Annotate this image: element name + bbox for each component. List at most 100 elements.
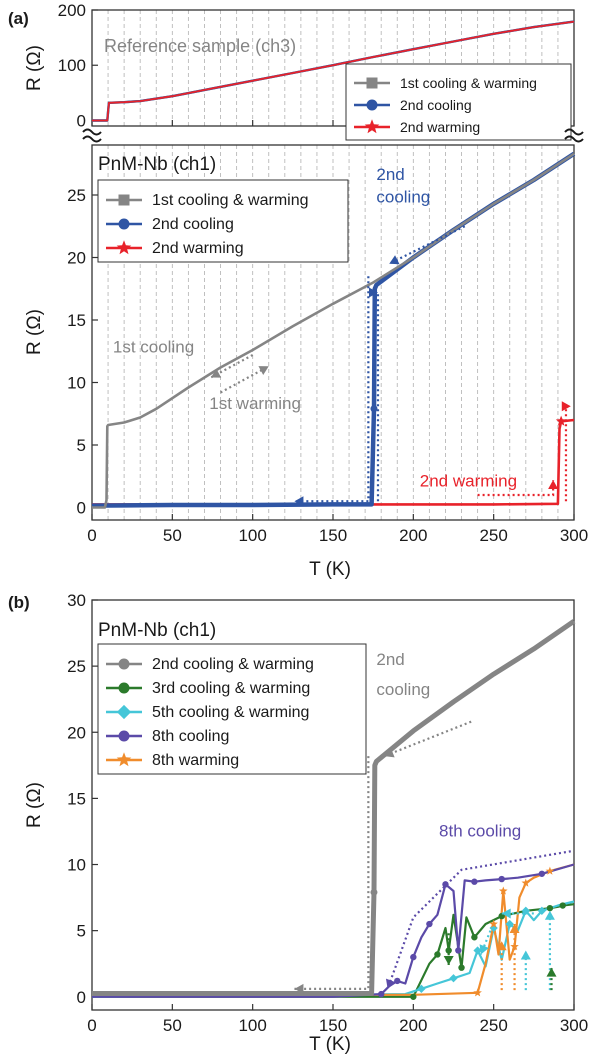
series-line <box>92 20 575 122</box>
series-line <box>92 863 575 996</box>
arrow-head <box>294 496 304 507</box>
arrow-head <box>501 908 511 919</box>
y-tick-label: 20 <box>67 249 86 268</box>
annotation: cooling <box>376 188 430 207</box>
y-tick-label: 25 <box>67 657 86 676</box>
x-tick-label: 150 <box>319 1016 347 1035</box>
x-tick-label: 50 <box>163 526 182 545</box>
legend-label: 5th cooling & warming <box>152 704 309 721</box>
arrow-head <box>210 368 222 378</box>
axis-break-left <box>82 128 102 143</box>
data-marker <box>545 866 555 875</box>
y-tick-label: 5 <box>77 436 86 455</box>
data-marker <box>410 993 417 1000</box>
arrow-head <box>385 978 396 989</box>
annotation: 8th cooling <box>439 822 521 841</box>
panel-label: (b) <box>8 593 30 612</box>
annotation: 1st warming <box>209 394 301 413</box>
legend-marker <box>118 218 130 230</box>
y-axis-label: R (Ω) <box>24 309 45 355</box>
x-tick-label: 300 <box>560 1016 588 1035</box>
arrow <box>388 225 466 265</box>
legend: 2nd cooling & warming 3rd cooling & warmi… <box>97 643 367 775</box>
legend-label: 2nd cooling & warming <box>152 656 314 673</box>
data-marker <box>498 875 505 883</box>
y-tick-label: 100 <box>58 56 86 75</box>
legend-label: 1st cooling & warming <box>400 75 537 91</box>
series-line <box>92 863 575 998</box>
axis-ticks: 0 50 100 150 200 250 300 0 5 10 15 20 25 30 <box>67 591 588 1035</box>
x-tick-label: 250 <box>479 526 507 545</box>
y-tick-label: 15 <box>67 789 86 808</box>
arrow-head <box>479 944 489 955</box>
arrow <box>384 720 472 758</box>
y-tick-label: 25 <box>67 186 86 205</box>
panel-label: (a) <box>8 9 29 28</box>
legend-label: 2nd cooling <box>400 97 472 113</box>
chart-title: PnM-Nb (ch1) <box>98 154 216 175</box>
x-tick-label: 0 <box>87 526 96 545</box>
chart-title: PnM-Nb (ch1) <box>98 620 216 641</box>
data-marker <box>370 405 378 413</box>
data-marker <box>458 964 465 971</box>
data-marker <box>455 947 462 954</box>
data-marker <box>378 990 385 998</box>
legend-label: 8th cooling <box>152 728 229 745</box>
data-marker <box>473 988 482 997</box>
data-marker <box>489 919 498 928</box>
annotation: 2nd <box>376 165 404 184</box>
x-tick-label: 200 <box>399 1016 427 1035</box>
series-group <box>92 20 575 122</box>
annotation: 2nd <box>376 650 404 669</box>
arrow <box>386 850 571 990</box>
y-tick-label: 200 <box>58 1 86 20</box>
data-marker <box>537 906 547 915</box>
data-marker <box>417 984 426 993</box>
y-tick-label: 0 <box>77 988 86 1007</box>
legend-marker <box>116 240 132 255</box>
legend-marker <box>116 704 132 720</box>
legend-label: 8th warming <box>152 752 239 769</box>
legend: 1st cooling & warming 2nd cooling 2nd warm… <box>345 63 572 141</box>
arrow-head <box>443 956 454 966</box>
annotation: cooling <box>376 680 430 699</box>
x-axis-label: T (K) <box>309 1034 351 1055</box>
x-tick-label: 150 <box>319 526 347 545</box>
legend-label: 3rd cooling & warming <box>152 680 310 697</box>
arrow-head <box>520 950 531 960</box>
arrow <box>294 756 370 990</box>
annotation: 2nd warming <box>420 471 517 490</box>
x-tick-label: 200 <box>399 526 427 545</box>
data-marker <box>445 947 452 954</box>
legend-marker <box>118 730 130 742</box>
data-marker <box>559 902 566 909</box>
x-axis-label: T (K) <box>309 559 351 580</box>
data-marker <box>546 904 554 912</box>
x-tick-label: 50 <box>163 1016 182 1035</box>
legend-marker <box>118 658 130 670</box>
y-axis-label: R (Ω) <box>24 45 45 91</box>
series-group <box>91 619 576 1000</box>
data-marker <box>370 888 378 896</box>
y-tick-label: 0 <box>77 111 86 130</box>
arrow-head <box>258 366 269 375</box>
data-marker <box>449 974 458 983</box>
legend-label: 2nd warming <box>152 240 244 257</box>
series-group <box>91 151 576 509</box>
series-line <box>92 619 576 996</box>
data-marker <box>510 942 519 951</box>
axis-ticks: 0 50 100 150 200 250 300 0 5 10 15 20 25 <box>67 186 588 545</box>
legend-label: 2nd cooling <box>152 216 234 233</box>
data-marker <box>471 934 478 941</box>
legend-label: 2nd warming <box>400 119 480 135</box>
data-marker <box>505 919 514 929</box>
y-tick-label: 10 <box>67 856 86 875</box>
x-tick-label: 0 <box>87 1016 96 1035</box>
y-tick-label: 0 <box>77 499 86 518</box>
legend-marker <box>364 119 380 134</box>
legend-marker <box>116 752 132 767</box>
annotation: 1st cooling <box>113 338 194 357</box>
arrow-head <box>561 401 571 412</box>
x-tick-label: 100 <box>238 1016 266 1035</box>
